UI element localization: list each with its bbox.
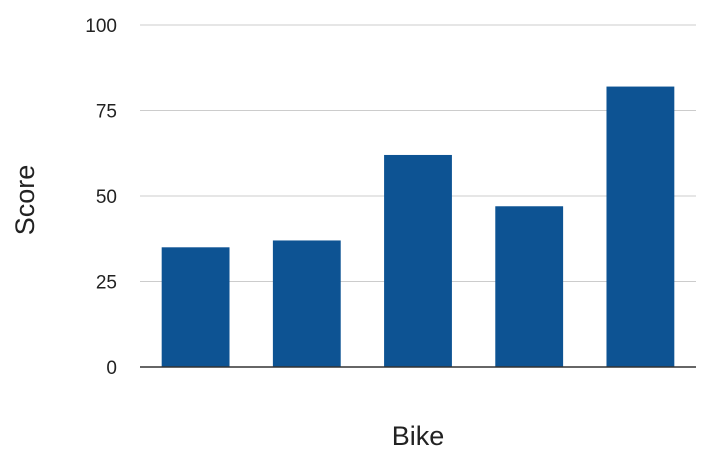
y-tick-label-75: 75 (96, 102, 117, 123)
bar-2 (272, 240, 341, 367)
x-axis-label: Bike (392, 421, 445, 451)
y-tick-labels: 0 25 50 75 100 (85, 16, 117, 379)
bar-3 (384, 154, 452, 367)
y-tick-label-100: 100 (85, 16, 117, 37)
y-axis-label: Score (10, 165, 40, 236)
bar-4 (495, 206, 564, 367)
y-tick-label-50: 50 (96, 187, 117, 208)
y-tick-label-0: 0 (106, 358, 117, 379)
y-tick-label-25: 25 (96, 273, 117, 294)
bar-1 (161, 247, 230, 367)
bars (161, 86, 675, 367)
bar-5 (606, 86, 675, 367)
